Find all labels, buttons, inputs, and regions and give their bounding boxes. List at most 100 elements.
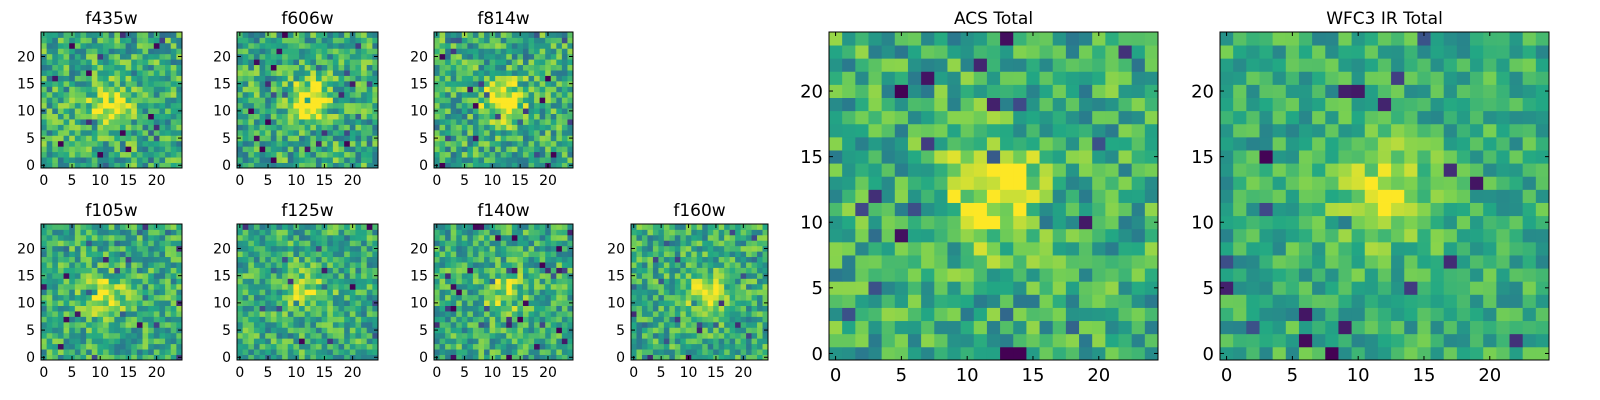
heatmap-cell <box>170 245 177 252</box>
heatmap-cell <box>349 135 356 142</box>
heatmap-cell <box>500 327 507 334</box>
heatmap-cell <box>242 97 249 104</box>
heatmap-cell <box>159 129 166 136</box>
heatmap-cell <box>282 283 289 290</box>
heatmap-cell <box>550 97 557 104</box>
heatmap-cell <box>472 349 479 355</box>
heatmap-cell <box>287 294 294 301</box>
heatmap-cell <box>349 146 356 153</box>
heatmap-cell <box>960 228 975 243</box>
heatmap-cell <box>829 241 843 256</box>
heatmap-cell <box>685 332 692 339</box>
heatmap-cell <box>321 245 328 252</box>
heatmap-cell <box>534 124 541 131</box>
heatmap-cell <box>86 343 93 350</box>
heatmap-cell <box>259 32 266 38</box>
heatmap-cell <box>636 343 643 350</box>
heatmap-cell <box>142 224 149 230</box>
heatmap-cell <box>338 224 345 230</box>
heatmap-cell <box>506 108 513 114</box>
heatmap-cell <box>372 42 379 49</box>
heatmap-cell <box>97 332 104 339</box>
heatmap-cell <box>652 332 659 339</box>
heatmap-cell <box>539 140 546 147</box>
heatmap-cell <box>349 294 356 301</box>
heatmap-cell <box>484 256 490 263</box>
heatmap-cell <box>545 234 552 241</box>
heatmap-cell <box>327 42 334 49</box>
heatmap-cell <box>484 119 490 125</box>
heatmap-cell <box>327 224 334 230</box>
heatmap-cell <box>265 75 272 82</box>
heatmap-cell <box>170 224 177 230</box>
heatmap-cell <box>751 343 758 350</box>
heatmap-cell <box>293 343 300 350</box>
heatmap-cell <box>46 135 53 142</box>
heatmap-cell <box>80 80 87 87</box>
heatmap-cell <box>947 228 961 243</box>
heatmap-cell <box>46 42 53 49</box>
heatmap-cell <box>46 97 53 104</box>
heatmap-cell <box>439 251 446 258</box>
heatmap-cell <box>636 311 643 317</box>
heatmap-cell <box>97 283 104 290</box>
heatmap-cell <box>304 140 311 147</box>
heatmap-cell <box>119 316 126 323</box>
heatmap-cell <box>237 332 244 339</box>
heatmap-cell <box>1026 281 1040 295</box>
heatmap-cell <box>282 119 289 125</box>
heatmap-cell <box>253 91 260 98</box>
heatmap-cell <box>461 327 468 334</box>
heatmap-cell <box>108 294 115 301</box>
heatmap-cell <box>293 37 300 44</box>
heatmap-cell <box>528 80 535 87</box>
heatmap-cell <box>361 267 368 274</box>
heatmap-cell <box>478 311 485 317</box>
heatmap-cell <box>41 311 48 317</box>
heatmap-cell <box>652 272 659 279</box>
heatmap-cell <box>434 305 440 312</box>
heatmap-cell <box>366 294 373 301</box>
heatmap-cell <box>299 294 306 301</box>
heatmap-cell <box>361 70 368 76</box>
heatmap-cell <box>907 268 922 282</box>
heatmap-cell <box>131 289 138 296</box>
heatmap-cell <box>361 162 368 169</box>
heatmap-cell <box>276 102 283 109</box>
heatmap-cell <box>176 343 183 350</box>
heatmap-cell <box>91 251 98 258</box>
heatmap-cell <box>176 294 183 301</box>
heatmap-cell <box>495 300 502 306</box>
heatmap-cell <box>80 129 87 136</box>
heatmap-cell <box>921 176 935 190</box>
heatmap-cell <box>74 124 81 131</box>
heatmap-cell <box>332 135 339 142</box>
heatmap-cell <box>327 75 334 82</box>
heatmap-cell <box>1026 346 1040 361</box>
heatmap-cell <box>57 80 64 87</box>
heatmap-cell <box>153 151 160 158</box>
heatmap-cell <box>248 311 255 317</box>
heatmap-cell <box>63 278 70 285</box>
heatmap-cell <box>148 256 155 263</box>
heatmap-cell <box>304 240 311 247</box>
heatmap-cell <box>136 97 143 104</box>
heatmap-cell <box>69 86 76 93</box>
heatmap-cell <box>647 327 654 334</box>
heatmap-cell <box>69 157 76 163</box>
heatmap-cell <box>293 272 300 279</box>
heatmap-cell <box>242 305 249 312</box>
heatmap-cell <box>119 245 126 252</box>
heatmap-cell <box>500 124 507 131</box>
heatmap-cell <box>762 262 769 268</box>
heatmap-cell <box>506 151 513 158</box>
heatmap-cell <box>69 108 76 114</box>
heatmap-cell <box>159 311 166 317</box>
heatmap-cell <box>142 316 149 323</box>
heatmap-cell <box>332 332 339 339</box>
heatmap-cell <box>707 354 714 361</box>
heatmap-cell <box>74 157 81 163</box>
heatmap-cell <box>691 262 698 268</box>
heatmap-cell <box>1118 163 1133 177</box>
heatmap-cell <box>148 343 155 350</box>
